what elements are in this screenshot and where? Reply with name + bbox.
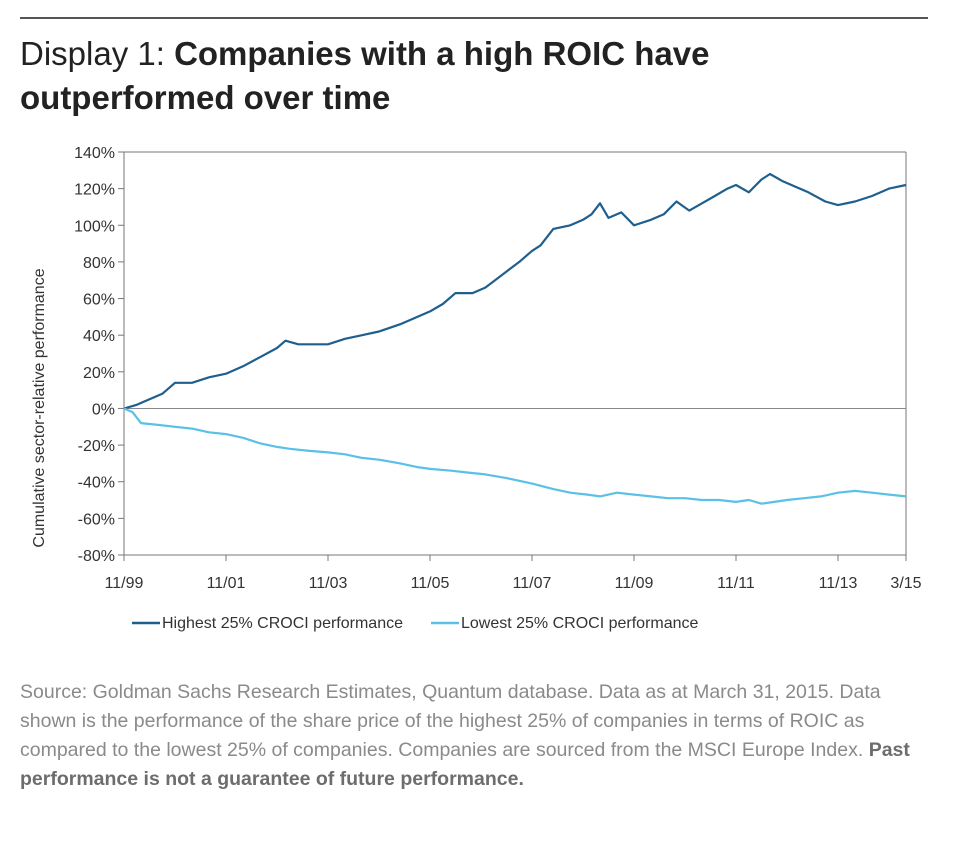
y-tick-label: 80%: [83, 255, 115, 272]
y-axis-label: Cumulative sector-relative performance: [31, 268, 48, 547]
title-prefix: Display 1:: [20, 35, 175, 72]
y-tick-label: 40%: [83, 328, 115, 345]
page-title: Display 1: Companies with a high ROIC ha…: [20, 32, 900, 120]
line-chart: -80% -60% -40% -20% 0% 20% 40% 60% 80% 100% 120% 14…: [31, 145, 922, 632]
y-tick-label: 120%: [74, 182, 115, 199]
series-line-highest: [123, 172, 907, 410]
y-tick-label: -80%: [78, 548, 115, 565]
legend-label-lowest: Lowest 25% CROCI performance: [461, 615, 699, 632]
y-tick-label: 100%: [74, 218, 115, 235]
x-tick-label: 11/03: [309, 575, 348, 592]
legend-label-highest: Highest 25% CROCI performance: [162, 615, 403, 632]
y-tick-label: -40%: [78, 475, 115, 492]
y-tick-label: 20%: [83, 365, 115, 382]
x-tick-label: 11/13: [819, 575, 858, 592]
x-tick-label: 11/99: [105, 575, 144, 592]
y-tick-label: -20%: [78, 438, 115, 455]
source-note: Source: Goldman Sachs Research Estimates…: [20, 678, 932, 794]
x-tick-label: 11/05: [411, 575, 450, 592]
x-tick-label: 11/07: [513, 575, 552, 592]
source-text: Source: Goldman Sachs Research Estimates…: [20, 681, 881, 761]
series-line-lowest: [123, 407, 907, 505]
top-rule: [20, 17, 928, 19]
y-tick-label: 140%: [74, 145, 115, 162]
title-main: Companies with a high ROIC have outperfo…: [20, 35, 710, 116]
y-tick-label: 60%: [83, 292, 115, 309]
disclaimer-text: Past performance is not a guarantee of f…: [20, 739, 910, 790]
x-tick-label: 11/11: [717, 575, 755, 592]
x-tick-label: 11/09: [615, 575, 654, 592]
x-tick-label: 3/15: [890, 575, 921, 592]
x-tick-label: 11/01: [207, 575, 246, 592]
y-tick-label: 0%: [92, 401, 115, 418]
y-tick-label: -60%: [78, 511, 115, 528]
